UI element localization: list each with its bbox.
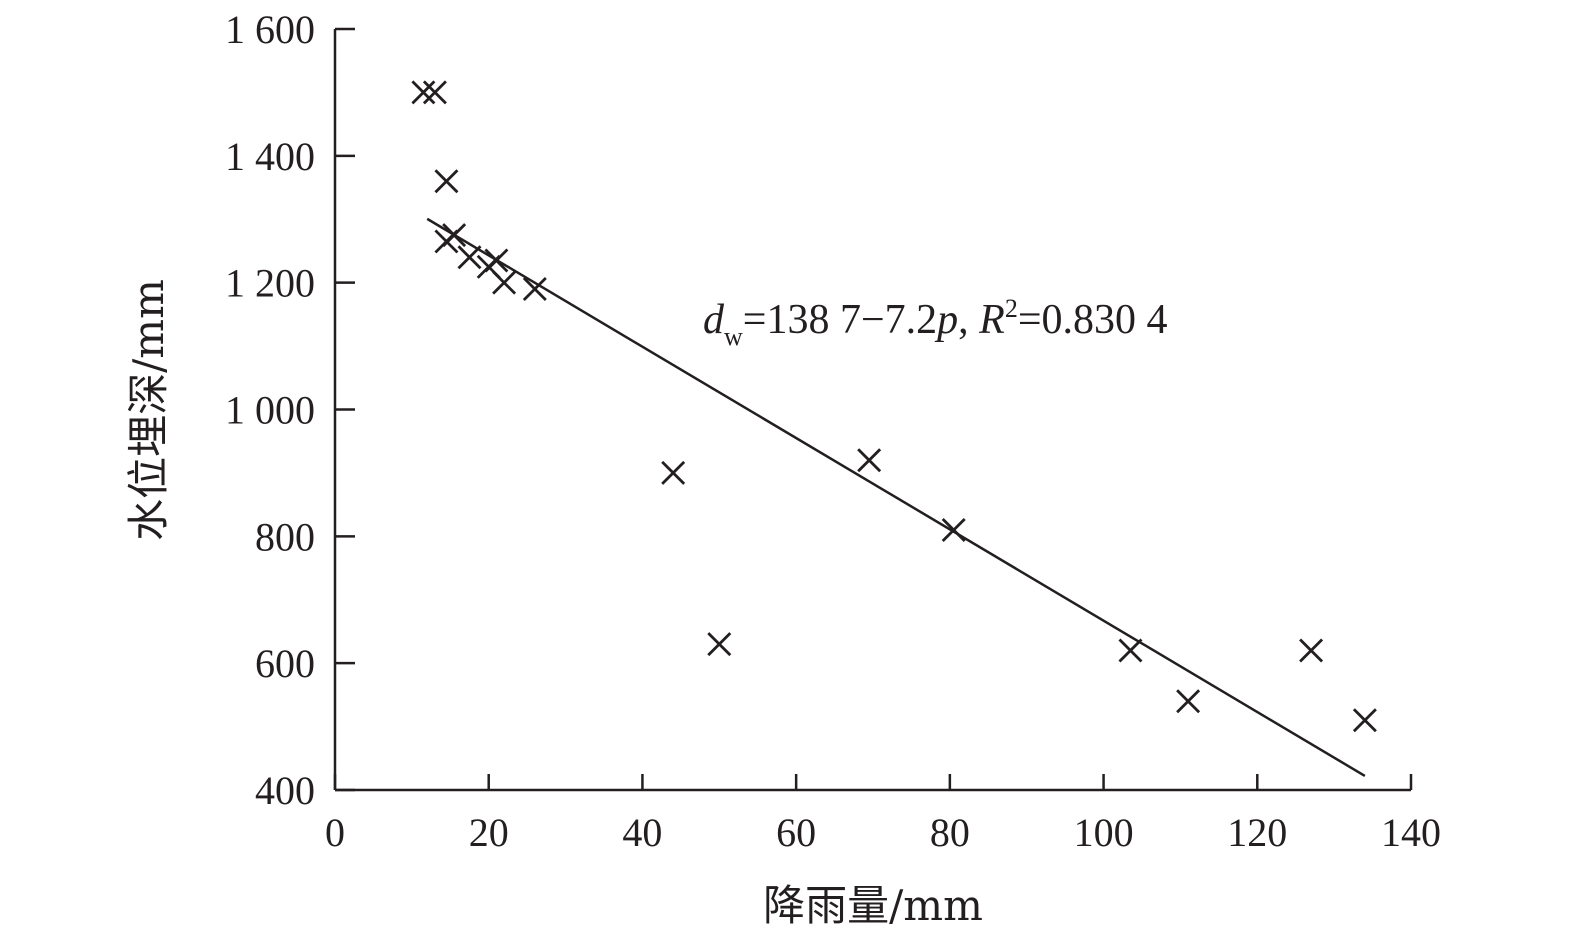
equation-rhs: =138 7−7.2 xyxy=(743,297,937,343)
y-tick-label: 600 xyxy=(255,641,315,686)
data-point-x-marker xyxy=(422,80,447,105)
x-axis-title: 降雨量/mm xyxy=(763,881,983,930)
chart-axes xyxy=(333,29,1411,792)
x-tick-label: 0 xyxy=(325,810,345,855)
data-point-x-marker xyxy=(1299,638,1324,663)
data-point-x-marker xyxy=(457,245,482,270)
data-point-x-marker xyxy=(434,169,459,194)
data-point-x-marker xyxy=(707,632,732,657)
regression-equation: dw=138 7−7.2p, R2=0.830 4 xyxy=(703,294,1168,351)
equation-superscript: 2 xyxy=(1005,294,1018,323)
data-point-x-marker xyxy=(857,448,882,473)
equation-p: p xyxy=(934,297,958,343)
x-tick-label: 140 xyxy=(1381,810,1441,855)
equation-variable: d xyxy=(703,297,725,343)
x-tick-label: 20 xyxy=(469,810,509,855)
data-point-x-marker xyxy=(1176,689,1201,714)
y-tick-label: 1 000 xyxy=(225,388,315,433)
y-ticks: 400 600 800 1 000 1 200 1 400 1 600 xyxy=(225,7,355,813)
equation-subscript: w xyxy=(724,322,743,351)
data-point-x-marker xyxy=(522,277,547,301)
equation-separator: , xyxy=(958,297,979,343)
data-point-x-marker xyxy=(492,270,517,295)
y-tick-label: 1 200 xyxy=(225,261,315,306)
data-point-x-marker xyxy=(1352,708,1377,733)
equation-r-value: =0.830 4 xyxy=(1018,297,1168,343)
x-tick-label: 80 xyxy=(930,810,970,855)
x-ticks: 0 20 40 60 80 100 120 140 xyxy=(325,774,1441,855)
x-tick-label: 40 xyxy=(622,810,662,855)
x-tick-label: 120 xyxy=(1227,810,1287,855)
y-tick-label: 400 xyxy=(255,768,315,813)
y-axis-title: 水位埋深/mm xyxy=(124,279,173,541)
data-point-x-marker xyxy=(442,223,467,248)
x-tick-label: 60 xyxy=(776,810,816,855)
trendline xyxy=(426,217,1366,777)
trendline-group xyxy=(426,217,1366,777)
y-tick-label: 800 xyxy=(255,514,315,559)
data-point-x-marker xyxy=(411,80,436,105)
data-point-x-marker xyxy=(941,518,966,542)
x-tick-label: 100 xyxy=(1074,810,1134,855)
equation-r: R xyxy=(978,297,1005,343)
data-point-x-marker xyxy=(484,248,509,273)
data-point-x-marker xyxy=(661,460,686,485)
y-tick-label: 1 600 xyxy=(225,7,315,52)
y-tick-label: 1 400 xyxy=(225,134,315,179)
data-point-x-marker xyxy=(1118,638,1143,663)
data-points xyxy=(411,80,1377,733)
